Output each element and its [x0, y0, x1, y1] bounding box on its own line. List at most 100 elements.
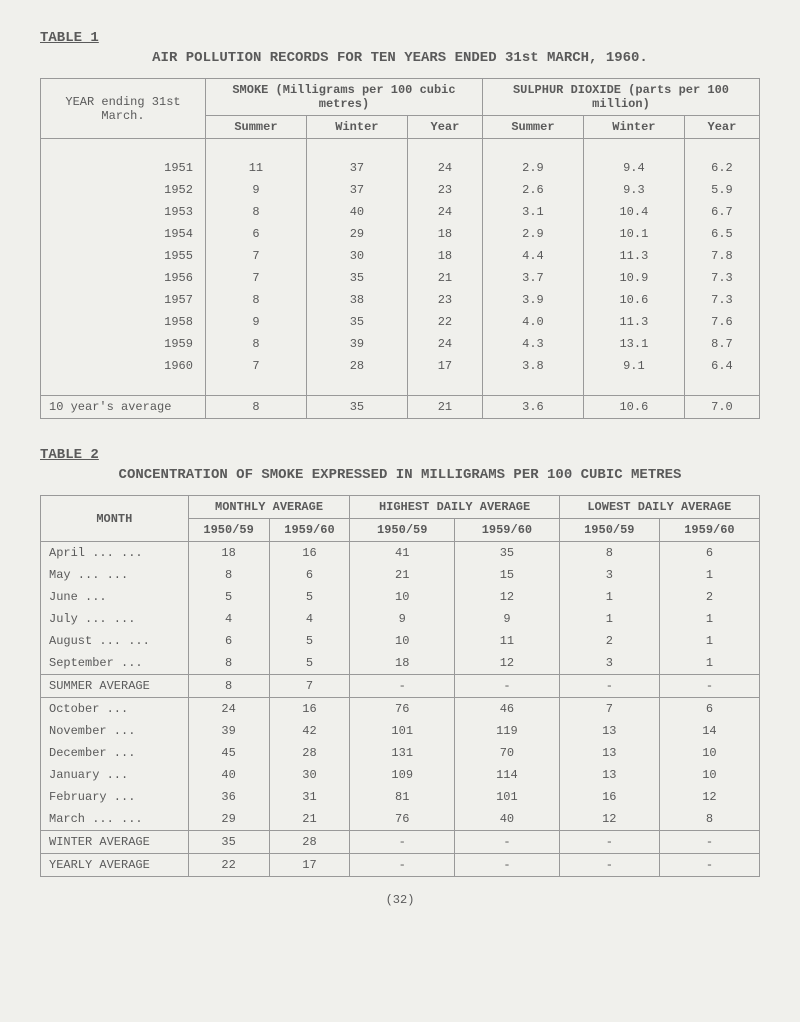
table2-value-cell: 12 [455, 652, 560, 675]
table2-label: TABLE 2 [40, 447, 760, 463]
table2-winter-avg-cell: - [455, 831, 560, 854]
table1-col: Summer [482, 116, 583, 139]
table2-value-cell: 6 [269, 564, 350, 586]
table2-period-col: 1950/59 [188, 519, 269, 542]
table2-value-cell: 16 [269, 542, 350, 565]
table1-value-cell: 7.6 [684, 311, 759, 333]
table1-col: Summer [205, 116, 306, 139]
table2-value-cell: 24 [188, 698, 269, 721]
table1-col: Winter [583, 116, 684, 139]
table2-value-cell: 10 [659, 742, 759, 764]
table1-value-cell: 35 [306, 267, 407, 289]
table2-month-cell: September ... [41, 652, 189, 675]
table1-value-cell: 8 [205, 289, 306, 311]
table2-value-cell: 8 [188, 564, 269, 586]
table2-value-cell: 5 [269, 586, 350, 608]
table2-period-col: 1959/60 [269, 519, 350, 542]
table1-avg-label: 10 year's average [41, 396, 206, 419]
table1-row: 1956735213.710.97.3 [41, 267, 760, 289]
table2-winter-avg-label: WINTER AVERAGE [41, 831, 189, 854]
table2-value-cell: 76 [350, 698, 455, 721]
table1-value-cell: 7 [205, 267, 306, 289]
table2-month-cell: February ... [41, 786, 189, 808]
table1-value-cell: 9.4 [583, 157, 684, 179]
table2-value-cell: 6 [659, 542, 759, 565]
table2-value-cell: 13 [559, 742, 659, 764]
table1-avg-cell: 10.6 [583, 396, 684, 419]
table1-avg-cell: 7.0 [684, 396, 759, 419]
table2-value-cell: 1 [559, 586, 659, 608]
table2-value-cell: 18 [188, 542, 269, 565]
table2-value-cell: 4 [269, 608, 350, 630]
table1-value-cell: 24 [407, 201, 482, 223]
table2-row: August ... ...65101121 [41, 630, 760, 652]
table2-value-cell: 131 [350, 742, 455, 764]
table1-value-cell: 13.1 [583, 333, 684, 355]
table1-value-cell: 5.9 [684, 179, 759, 201]
table1-col: Winter [306, 116, 407, 139]
table2-value-cell: 6 [659, 698, 759, 721]
table2-value-cell: 16 [559, 786, 659, 808]
table2-month-cell: April ... ... [41, 542, 189, 565]
table1-row: 1959839244.313.18.7 [41, 333, 760, 355]
table2-value-cell: 3 [559, 652, 659, 675]
table2-month-cell: August ... ... [41, 630, 189, 652]
table1-value-cell: 4.4 [482, 245, 583, 267]
table1-value-cell: 3.8 [482, 355, 583, 377]
table2-value-cell: 12 [659, 786, 759, 808]
table1-value-cell: 17 [407, 355, 482, 377]
table2-title: CONCENTRATION OF SMOKE EXPRESSED IN MILL… [40, 467, 760, 483]
table2-value-cell: 40 [188, 764, 269, 786]
table1-value-cell: 21 [407, 267, 482, 289]
table1-value-cell: 24 [407, 333, 482, 355]
table1-value-cell: 40 [306, 201, 407, 223]
table2-value-cell: 35 [455, 542, 560, 565]
table2-row: January ...40301091141310 [41, 764, 760, 786]
table1-value-cell: 2.9 [482, 157, 583, 179]
table2-value-cell: 81 [350, 786, 455, 808]
table2-value-cell: 21 [350, 564, 455, 586]
table1-value-cell: 6 [205, 223, 306, 245]
table2-value-cell: 1 [559, 608, 659, 630]
table1-row: 1958935224.011.37.6 [41, 311, 760, 333]
table2-value-cell: 42 [269, 720, 350, 742]
table2-yearly-avg-cell: - [350, 854, 455, 877]
table2-month-cell: May ... ... [41, 564, 189, 586]
table1-year-cell: 1957 [41, 289, 206, 311]
table2-value-cell: 11 [455, 630, 560, 652]
table2-value-cell: 15 [455, 564, 560, 586]
table1-year-cell: 1954 [41, 223, 206, 245]
table2-value-cell: 1 [659, 608, 759, 630]
table2-value-cell: 6 [188, 630, 269, 652]
table1-year-cell: 1958 [41, 311, 206, 333]
table2-value-cell: 70 [455, 742, 560, 764]
table2-month-cell: November ... [41, 720, 189, 742]
table2-summer-avg-cell: - [659, 675, 759, 698]
table2-row: February ...3631811011612 [41, 786, 760, 808]
table1-value-cell: 11.3 [583, 311, 684, 333]
table2-value-cell: 16 [269, 698, 350, 721]
table2-yearly-avg-label: YEARLY AVERAGE [41, 854, 189, 877]
table1-value-cell: 7.3 [684, 289, 759, 311]
table2-value-cell: 2 [559, 630, 659, 652]
table1-value-cell: 2.6 [482, 179, 583, 201]
table2-value-cell: 21 [269, 808, 350, 831]
table1-value-cell: 18 [407, 223, 482, 245]
table1-value-cell: 37 [306, 179, 407, 201]
table1-value-cell: 23 [407, 289, 482, 311]
table1-year-cell: 1952 [41, 179, 206, 201]
table1-value-cell: 35 [306, 311, 407, 333]
table2-month-cell: December ... [41, 742, 189, 764]
table2-yearly-avg-cell: 22 [188, 854, 269, 877]
table1-value-cell: 3.7 [482, 267, 583, 289]
table2-value-cell: 1 [659, 630, 759, 652]
table1-value-cell: 7 [205, 355, 306, 377]
table2-row: April ... ...1816413586 [41, 542, 760, 565]
table1-label: TABLE 1 [40, 30, 760, 46]
table1-row: 19511137242.99.46.2 [41, 157, 760, 179]
table2-value-cell: 12 [559, 808, 659, 831]
table2-summer-avg-cell: 8 [188, 675, 269, 698]
table1-year-cell: 1956 [41, 267, 206, 289]
page-number: (32) [40, 893, 760, 907]
table2-value-cell: 4 [188, 608, 269, 630]
